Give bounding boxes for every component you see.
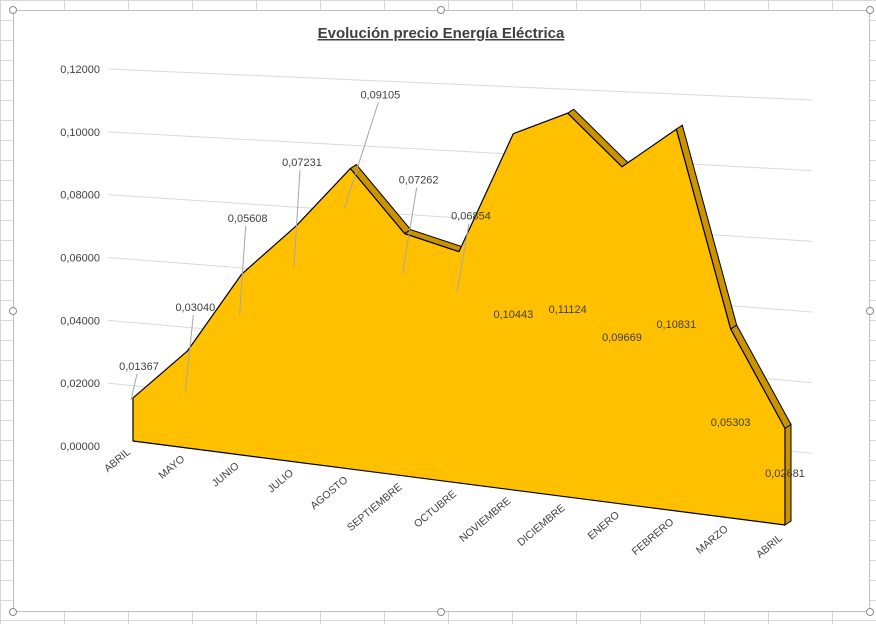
category-label: SEPTIEMBRE xyxy=(345,481,405,534)
category-label: MARZO xyxy=(694,523,731,557)
resize-handle-right[interactable] xyxy=(866,307,874,315)
data-label: 0,05303 xyxy=(711,417,751,429)
resize-handle-top-left[interactable] xyxy=(9,6,17,14)
data-label: 0,10831 xyxy=(656,319,696,331)
y-tick-label: 0,06000 xyxy=(60,253,100,265)
category-label: MAYO xyxy=(156,453,187,482)
category-label: ABRIL xyxy=(754,532,785,561)
data-label: 0,01367 xyxy=(119,361,159,373)
data-label: 0,11124 xyxy=(549,304,587,316)
resize-handle-top[interactable] xyxy=(437,6,445,14)
data-label: 0,09105 xyxy=(360,90,400,102)
data-label: 0,05608 xyxy=(228,213,268,225)
y-tick-label: 0,02000 xyxy=(60,378,100,390)
gridline xyxy=(107,131,813,172)
category-label: JUNIO xyxy=(210,460,242,489)
category-label: DICIEMBRE xyxy=(515,502,567,549)
data-label: 0,02681 xyxy=(765,468,805,480)
resize-handle-top-right[interactable] xyxy=(866,6,874,14)
chart-title: Evolución precio Energía Eléctrica xyxy=(318,25,565,42)
category-label: JULIO xyxy=(265,467,296,495)
y-tick-label: 0,10000 xyxy=(60,127,100,139)
category-label: OCTUBRE xyxy=(412,488,459,530)
category-label: AGOSTO xyxy=(308,474,350,512)
data-label: 0,07231 xyxy=(282,157,322,169)
data-label-leader xyxy=(130,373,138,401)
data-label: 0,09669 xyxy=(602,332,642,344)
data-label: 0,10443 xyxy=(493,309,533,321)
data-label-leader xyxy=(456,223,470,292)
category-label: FEBRERO xyxy=(630,516,677,558)
y-tick-label: 0,04000 xyxy=(60,315,100,327)
data-label: 0,06854 xyxy=(451,211,491,223)
y-tick-label: 0,08000 xyxy=(60,190,100,202)
data-label: 0,07262 xyxy=(399,175,439,187)
category-label: NOVIEMBRE xyxy=(457,495,513,545)
y-tick-label: 0,00000 xyxy=(60,441,100,453)
resize-handle-bottom-left[interactable] xyxy=(9,608,17,616)
resize-handle-left[interactable] xyxy=(9,307,17,315)
data-label-leader xyxy=(343,102,379,209)
gridline xyxy=(107,68,813,101)
category-label: ABRIL xyxy=(102,446,133,475)
resize-handle-bottom-right[interactable] xyxy=(866,608,874,616)
area-series xyxy=(132,112,786,526)
y-tick-label: 0,12000 xyxy=(60,64,100,76)
data-label-leader xyxy=(402,187,418,274)
resize-handle-bottom[interactable] xyxy=(437,608,445,616)
data-label-leader xyxy=(239,226,247,315)
data-label: 0,03040 xyxy=(175,302,215,314)
data-label-leader xyxy=(293,170,301,267)
category-label: ENERO xyxy=(586,509,622,542)
data-label-leader xyxy=(184,315,194,392)
